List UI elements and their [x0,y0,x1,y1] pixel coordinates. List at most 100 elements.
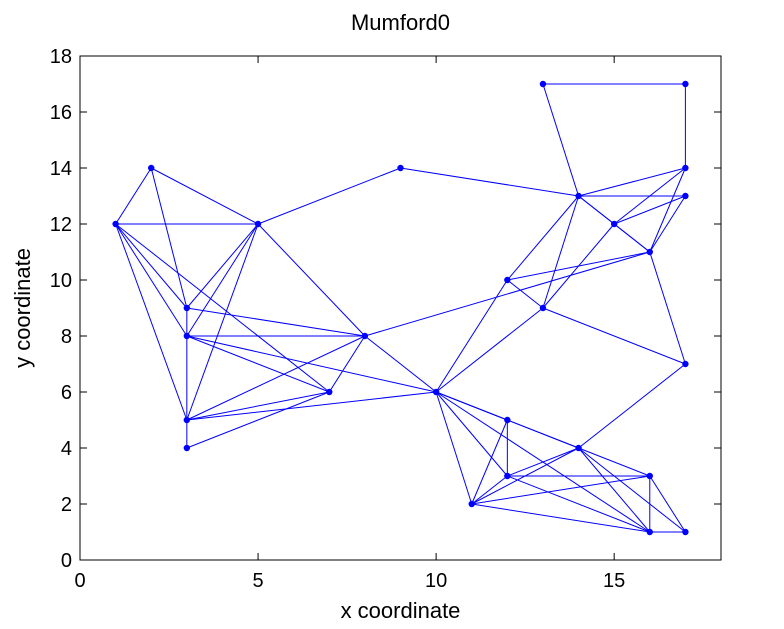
node-point [183,332,191,340]
node-point [682,164,689,172]
node-point [432,388,440,396]
edge-line [186,391,330,421]
node-point [504,472,511,480]
edge-line [186,335,437,393]
edge-line [150,167,259,225]
node-point [575,444,582,452]
edge-line [507,447,579,477]
node-point [610,220,618,228]
edge-line [435,391,473,505]
node-point [361,332,369,340]
y-tick-label: 18 [50,46,72,68]
edge-line [542,83,580,197]
edge-line [186,391,330,449]
edge-line [578,167,686,197]
edge-line [471,419,508,505]
y-tick-label: 0 [61,550,72,572]
edge-line [649,195,686,253]
x-tick-label: 10 [425,570,447,592]
node-point [539,80,547,88]
edge-line [115,167,152,225]
edge-line [542,195,580,309]
edge-line [115,223,188,421]
edge-line [471,475,508,505]
edge-line [186,307,365,337]
edge-line [257,167,401,225]
node-point [646,528,653,536]
y-tick-label: 4 [61,438,72,460]
node-point [254,220,262,228]
node-point [326,388,333,396]
node-point [504,276,511,284]
edge-line [186,335,330,393]
node-point [468,500,475,508]
edge-line [578,363,686,449]
edge-line [649,167,686,253]
edge-line [364,335,437,393]
node-point [575,192,582,200]
edge-line [257,223,366,337]
edge-line [613,195,686,225]
edge-line [435,279,508,393]
node-point [148,164,155,172]
node-point [504,416,511,424]
edge-line [115,223,188,337]
edge-line [578,447,650,477]
edge-line [613,223,651,253]
x-tick-label: 0 [74,570,85,592]
edge-line [578,447,651,533]
y-tick-label: 16 [50,102,72,124]
y-axis-title: y coordinate [10,248,35,368]
node-point [397,164,404,172]
edge-line [186,223,259,337]
node-point [646,472,653,480]
ticks-layer: 0 5 10 15 0 2 4 6 8 10 12 14 16 18 [50,46,721,592]
edge-line [578,447,686,533]
edge-line [186,223,259,309]
edge-line [186,335,366,421]
edge-line [115,223,330,393]
edge-line [115,223,188,309]
y-tick-label: 14 [50,158,72,180]
node-point [183,444,191,452]
node-point [682,360,689,368]
edge-line [186,223,259,421]
y-tick-label: 10 [50,270,72,292]
edge-line [506,195,579,281]
edge-line [542,307,686,365]
edge-line [507,475,650,533]
edge-line [186,391,437,421]
x-tick-label: 5 [252,570,263,592]
node-point [682,528,689,536]
edge-line [400,167,579,197]
edge-line [328,335,366,393]
edge-line [364,251,650,337]
edge-line [435,307,544,393]
node-point [539,304,547,312]
x-axis-title: x coordinate [341,598,461,623]
y-tick-label: 2 [61,494,72,516]
edge-line [150,167,188,309]
chart-title: Mumford0 [351,10,450,35]
edge-line [649,475,686,533]
edge-line [507,279,544,309]
plot-frame [79,55,722,561]
edge-line [542,223,615,309]
edge-line [649,251,686,365]
node-point [682,192,689,200]
node-point [183,304,191,312]
node-point [183,416,191,424]
x-tick-label: 15 [603,570,625,592]
y-tick-label: 8 [61,326,72,348]
node-point [682,80,689,88]
edge-line [507,419,579,449]
nodes-layer [112,80,689,536]
y-tick-label: 6 [61,382,72,404]
node-point [112,220,119,228]
edge-line [471,503,650,533]
y-tick-label: 12 [50,214,72,236]
edge-line [435,391,508,477]
edges-layer [115,83,686,533]
